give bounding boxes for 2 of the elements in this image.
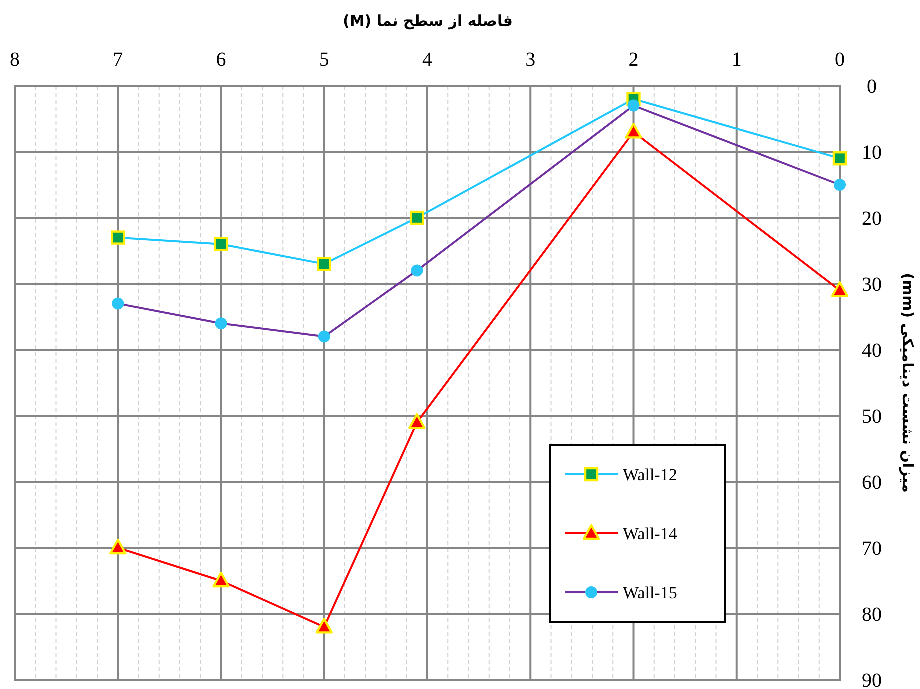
xlabel: فاصله از سطح نما (M) — [343, 12, 513, 30]
ylabel: میزان نشست دینامیکی (mm) — [899, 273, 917, 493]
